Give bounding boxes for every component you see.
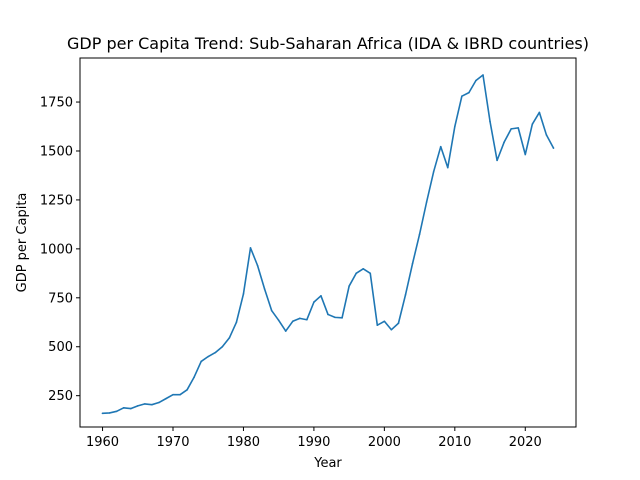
data-point (249, 247, 252, 249)
data-point (461, 95, 463, 97)
data-point (376, 324, 379, 327)
x-tick-label: 1960 (86, 435, 119, 450)
data-point (468, 91, 470, 94)
data-point (200, 360, 202, 363)
data-point (136, 405, 139, 407)
data-point (545, 134, 548, 136)
x-axis-label: Year (313, 456, 342, 471)
data-point (341, 316, 343, 319)
data-point (482, 74, 484, 76)
data-point (277, 319, 280, 322)
data-point (179, 393, 181, 396)
data-points (101, 74, 555, 415)
data-point (144, 403, 146, 405)
data-point (439, 145, 442, 148)
data-point (270, 309, 273, 312)
data-point (151, 403, 153, 406)
y-tick-label: 250 (48, 389, 73, 404)
data-point (524, 153, 527, 156)
data-point (517, 127, 520, 129)
data-point (263, 288, 266, 290)
data-point (496, 159, 498, 162)
data-point (291, 320, 294, 323)
data-point (327, 313, 329, 316)
x-axis: 1960 1970 1980 1990 2000 2010 2020 (86, 427, 542, 450)
data-point (503, 141, 505, 143)
data-point (390, 328, 393, 331)
x-tick-label: 1970 (156, 435, 189, 450)
data-point (334, 316, 336, 319)
data-point (313, 301, 315, 303)
x-tick-label: 1990 (297, 435, 330, 450)
data-point (284, 330, 287, 332)
data-point (475, 79, 477, 82)
data-point (165, 397, 167, 400)
data-point (446, 166, 449, 169)
x-tick-label: 1980 (227, 435, 260, 450)
data-point (299, 317, 301, 320)
data-point (552, 147, 555, 149)
chart-title: GDP per Capita Trend: Sub-Saharan Africa… (67, 34, 589, 53)
data-point (425, 201, 428, 203)
data-point (214, 351, 217, 354)
data-point (122, 407, 125, 409)
data-point (108, 412, 111, 414)
y-axis-label: GDP per Capita (15, 193, 30, 293)
data-point (489, 120, 491, 123)
data-point (432, 170, 435, 173)
x-tick-label: 2010 (438, 435, 471, 450)
data-point (242, 293, 245, 295)
data-point (129, 407, 132, 410)
data-point (101, 412, 104, 415)
y-tick-label: 500 (48, 340, 73, 355)
data-point (172, 393, 174, 396)
y-tick-label: 1000 (40, 242, 73, 257)
data-point (228, 337, 231, 339)
data-point (348, 285, 350, 287)
data-point (404, 294, 407, 296)
data-point (221, 345, 224, 348)
data-point (355, 272, 357, 275)
y-tick-label: 1250 (40, 193, 73, 208)
y-tick-label: 750 (48, 291, 73, 306)
data-point (454, 125, 456, 128)
data-point (418, 233, 421, 235)
data-point (320, 295, 322, 297)
data-point (256, 264, 259, 267)
data-point (207, 355, 210, 358)
y-axis: 250 500 750 1000 1250 1500 1750 (40, 96, 80, 404)
plot-area-frame (79, 57, 577, 428)
x-tick-label: 2020 (509, 435, 542, 450)
data-point (362, 268, 365, 270)
data-point (397, 322, 400, 325)
series-line (101, 74, 555, 415)
data-point (531, 123, 534, 125)
y-tick-label: 1750 (40, 96, 73, 111)
data-point (306, 318, 308, 321)
data-point (186, 389, 188, 391)
data-point (411, 262, 414, 265)
data-point (115, 410, 118, 413)
data-point (369, 272, 372, 275)
y-tick-label: 1500 (40, 144, 73, 159)
x-tick-label: 2000 (368, 435, 401, 450)
data-point (158, 401, 160, 404)
data-point (538, 111, 541, 114)
data-point (510, 128, 512, 130)
data-point (383, 320, 386, 323)
data-point (193, 376, 195, 378)
data-point (235, 321, 238, 324)
